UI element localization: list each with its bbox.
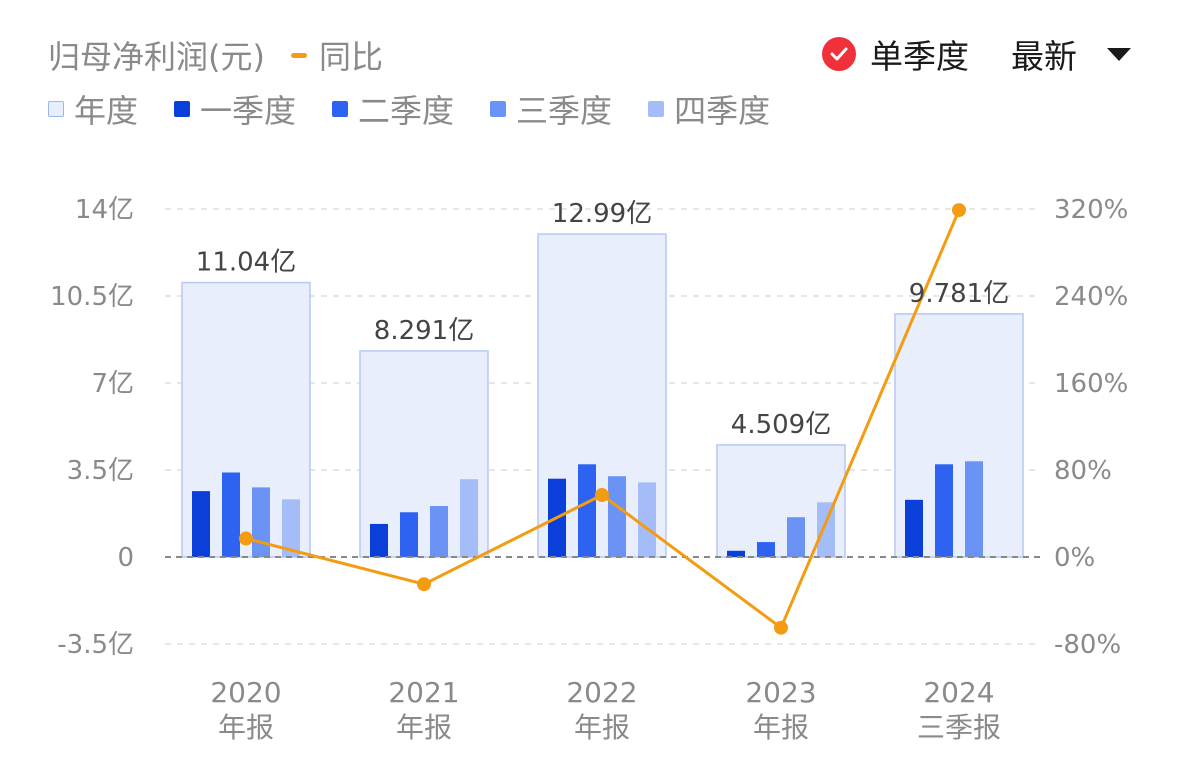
sort-select[interactable]: 最新: [1011, 37, 1077, 76]
chart-title: 归母净利润(元): [48, 38, 265, 76]
chevron-down-icon[interactable]: [1107, 47, 1131, 61]
category-period-label: 三季报: [917, 711, 1001, 744]
category-year-label: 2020: [210, 676, 281, 709]
left-axis-tick-label: 14亿: [75, 195, 134, 225]
yoy-point: [774, 620, 788, 635]
legend-swatch-q4: [648, 101, 665, 117]
right-axis-tick-label: 320%: [1054, 195, 1128, 225]
annual-value-label: 11.04亿: [196, 248, 296, 278]
quarter-bar-q1: [370, 523, 388, 557]
quarter-bar-q3: [252, 487, 270, 557]
annual-value-label: 8.291亿: [374, 316, 474, 346]
right-axis-tick-label: 160%: [1054, 369, 1128, 399]
annual-value-label: 12.99亿: [552, 199, 652, 229]
right-axis-tick-label: -80%: [1054, 630, 1121, 660]
quarter-bar-q3: [430, 506, 448, 557]
legend-item-q2[interactable]: 二季度: [332, 86, 454, 132]
annual-value-label: 4.509亿: [731, 410, 831, 440]
single-quarter-check-icon[interactable]: [822, 37, 856, 71]
category-period-label: 年报: [574, 711, 630, 744]
quarter-bar-q4: [817, 502, 835, 557]
quarter-bar-q1: [727, 550, 745, 557]
yoy-point: [239, 531, 253, 546]
legend-row-series: 年度 一季度 二季度 三季度 四季度: [48, 86, 806, 132]
yoy-point: [952, 203, 966, 218]
legend-swatch-annual: [48, 101, 64, 117]
left-axis-tick-label: 10.5亿: [50, 282, 134, 312]
yoy-point: [595, 488, 609, 503]
left-axis-tick-label: -3.5亿: [57, 630, 134, 660]
quarter-bar-q4: [460, 479, 478, 557]
yoy-point: [417, 577, 431, 592]
quarter-bar-q2: [400, 512, 418, 557]
category-period-label: 年报: [396, 711, 452, 744]
quarter-bar-q2: [578, 464, 596, 557]
quarter-bar-q2: [757, 542, 775, 557]
legend-label-q2: 二季度: [358, 92, 455, 130]
quarter-bar-q1: [905, 499, 923, 557]
legend-item-q1[interactable]: 一季度: [174, 86, 296, 132]
yoy-legend-swatch: [290, 52, 307, 58]
legend-swatch-q3: [490, 101, 507, 117]
left-axis-tick-label: 0: [117, 543, 134, 573]
quarter-bar-q3: [965, 461, 983, 557]
quarter-bar-q4: [282, 499, 300, 557]
quarter-bar-q4: [638, 482, 656, 557]
left-axis-tick-label: 3.5亿: [67, 456, 134, 486]
right-axis-tick-label: 80%: [1054, 456, 1112, 486]
legend-row-top: 归母净利润(元) 同比: [48, 32, 383, 78]
legend-label-q3: 三季度: [516, 92, 613, 130]
legend-swatch-q2: [332, 101, 349, 117]
legend-label-q1: 一季度: [200, 92, 297, 130]
category-year-label: 2021: [388, 676, 459, 709]
category-year-label: 2022: [566, 676, 637, 709]
legend-item-annual[interactable]: 年度: [48, 86, 138, 132]
legend-item-q4[interactable]: 四季度: [648, 86, 770, 132]
category-year-label: 2023: [745, 676, 816, 709]
quarter-bar-q3: [787, 517, 805, 557]
category-period-label: 年报: [753, 711, 809, 744]
annual-value-label: 9.781亿: [909, 279, 1009, 309]
legend-label-annual: 年度: [74, 92, 139, 130]
quarter-bar-q2: [222, 472, 240, 557]
quarter-bar-q2: [935, 464, 953, 557]
category-period-label: 年报: [218, 711, 274, 744]
left-axis-tick-label: 7亿: [91, 369, 134, 399]
yoy-legend-label[interactable]: 同比: [318, 38, 383, 76]
chart-controls: 单季度 最新: [822, 30, 1131, 78]
right-axis-tick-label: 240%: [1054, 282, 1128, 312]
quarter-bar-q1: [192, 491, 210, 557]
legend-item-q3[interactable]: 三季度: [490, 86, 612, 132]
quarter-bar-q3: [608, 476, 626, 557]
single-quarter-toggle[interactable]: 单季度: [870, 37, 969, 76]
legend-swatch-q1: [174, 101, 191, 117]
category-year-label: 2024: [923, 676, 994, 709]
right-axis-tick-label: 0%: [1054, 543, 1095, 573]
legend-label-q4: 四季度: [674, 92, 771, 130]
